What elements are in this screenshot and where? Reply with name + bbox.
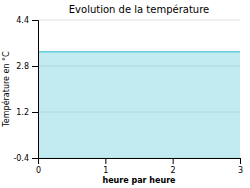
tick-mark — [173, 158, 174, 164]
tick: 0 — [36, 158, 41, 175]
chart: 0 1 2 3 -0.4 1.2 2.8 4.4 Evolution de la tempéra… — [0, 0, 250, 188]
grid-line — [38, 20, 240, 21]
tick-mark — [32, 112, 38, 113]
tick: 1.2 — [16, 108, 38, 117]
area — [38, 52, 240, 158]
line — [38, 51, 240, 53]
x-axis: 0 1 2 3 — [36, 158, 243, 175]
tick-label: 1.2 — [16, 108, 29, 117]
axis-line — [39, 159, 241, 165]
tick-label: 2 — [171, 166, 176, 175]
tick-mark — [32, 20, 38, 21]
tick-label: 1 — [103, 166, 108, 175]
tick: 2 — [171, 158, 176, 175]
y-axis: -0.4 1.2 2.8 4.4 — [13, 16, 38, 163]
plot: 0 1 2 3 -0.4 1.2 2.8 4.4 — [13, 16, 243, 175]
tick-mark — [105, 158, 106, 164]
tick-label: 4.4 — [16, 16, 29, 25]
x-axis-label: heure par heure — [102, 176, 176, 185]
grid — [38, 20, 240, 158]
tick-mark — [240, 158, 241, 164]
title: Evolution de la température — [69, 4, 209, 15]
tick-label: 2.8 — [16, 62, 29, 71]
tick-label: 0 — [36, 166, 41, 175]
tick-mark — [32, 66, 38, 67]
tick: 3 — [238, 158, 243, 175]
marks — [38, 52, 240, 158]
tick: -0.4 — [13, 154, 38, 163]
tick-label: 3 — [238, 166, 243, 175]
y-axis-label: Température en °C — [1, 51, 11, 128]
tick: 1 — [103, 158, 108, 175]
tick-label: -0.4 — [13, 154, 29, 163]
axis-line — [32, 21, 39, 159]
tick-mark — [32, 158, 38, 159]
tick: 2.8 — [16, 62, 38, 71]
tick: 4.4 — [16, 16, 38, 25]
